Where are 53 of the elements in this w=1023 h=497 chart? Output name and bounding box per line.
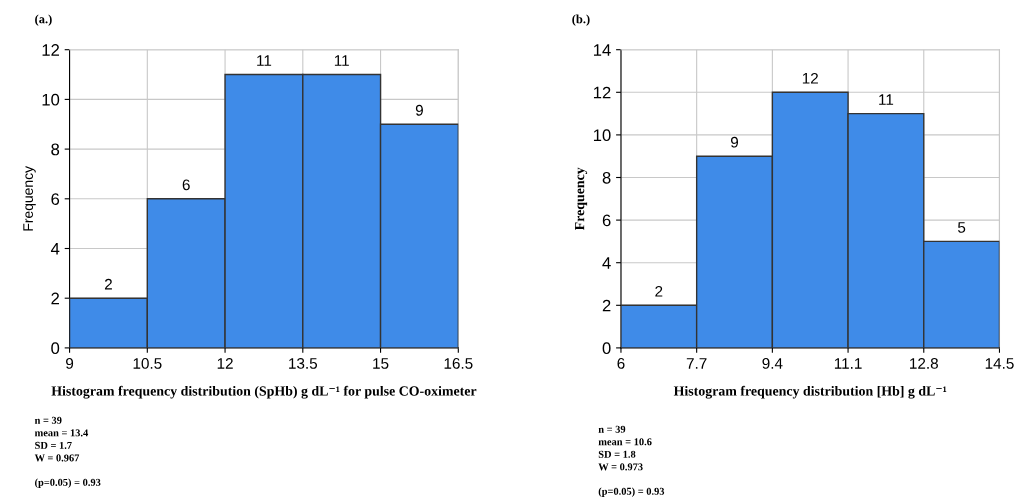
data-label: 6 bbox=[182, 179, 190, 191]
text: (p=0.05) = 0.93 bbox=[35, 478, 101, 488]
data-label: 11 bbox=[334, 55, 349, 66]
text: mean = 10.6 bbox=[598, 438, 652, 446]
x-tick-label: 10.5 bbox=[133, 358, 162, 369]
y-axis-title: Frequency bbox=[23, 166, 36, 231]
x-tick-label: 15 bbox=[373, 358, 389, 369]
x-tick-label: 12 bbox=[217, 358, 233, 369]
y-tick-label: 10 bbox=[593, 129, 611, 142]
data-label: 12 bbox=[802, 72, 818, 84]
data-label: 9 bbox=[730, 136, 739, 148]
x-tick-label: 6 bbox=[617, 358, 625, 369]
y-tick-label: 2 bbox=[602, 299, 611, 312]
text: SD = 1.8 bbox=[598, 450, 636, 458]
y-tick-label: 8 bbox=[51, 143, 60, 156]
data-label: 11 bbox=[879, 94, 894, 105]
y-tick-label: 0 bbox=[51, 342, 60, 355]
text: W = 0.967 bbox=[34, 454, 80, 462]
text: W = 0.973 bbox=[598, 463, 643, 471]
data-label: 5 bbox=[957, 222, 966, 233]
y-tick-label: 4 bbox=[50, 243, 60, 255]
y-tick-label: 4 bbox=[602, 257, 611, 269]
data-label: 2 bbox=[655, 285, 663, 297]
y-tick-label: 10 bbox=[42, 93, 60, 106]
data-label: 9 bbox=[415, 104, 423, 116]
x-tick-label: 16.5 bbox=[444, 358, 473, 369]
data-label: 11 bbox=[257, 55, 272, 66]
text: (p=0.05) = 0.93 bbox=[598, 487, 665, 497]
x-tick-label: 12.8 bbox=[910, 358, 938, 369]
y-tick-label: 8 bbox=[602, 171, 611, 184]
y-tick-label: 12 bbox=[42, 44, 60, 56]
text: mean = 13.4 bbox=[34, 429, 89, 437]
y-tick-label: 6 bbox=[51, 193, 60, 205]
y-tick-label: 6 bbox=[602, 214, 611, 227]
x-axis-title: Histogram frequency distribution [Hb] g dL⁻¹ bbox=[673, 385, 947, 399]
x-tick-label: 11.1 bbox=[834, 358, 862, 369]
x-tick-label: 9 bbox=[66, 358, 74, 369]
x-tick-label: 14.5 bbox=[985, 358, 1014, 369]
y-tick-label: 0 bbox=[602, 342, 611, 355]
data-label: 2 bbox=[104, 278, 112, 290]
x-tick-label: 9.4 bbox=[762, 358, 783, 369]
x-tick-label: 7.7 bbox=[686, 358, 707, 369]
text: n = 39 bbox=[34, 416, 62, 424]
y-tick-label: 12 bbox=[593, 86, 611, 99]
text: n = 39 bbox=[598, 425, 626, 433]
y-axis-title: Frequency bbox=[575, 167, 588, 231]
y-tick-label: 14 bbox=[593, 44, 611, 56]
text: SD = 1.7 bbox=[35, 441, 72, 449]
x-axis-title: Histogram frequency distribution (SpHb) g dL⁻¹ for pulse CO-oximeter bbox=[51, 385, 477, 399]
chart-title: (b.) bbox=[572, 14, 590, 26]
y-tick-label: 2 bbox=[51, 292, 60, 305]
x-tick-label: 13.5 bbox=[289, 358, 318, 369]
chart-title: (a.) bbox=[35, 14, 52, 26]
